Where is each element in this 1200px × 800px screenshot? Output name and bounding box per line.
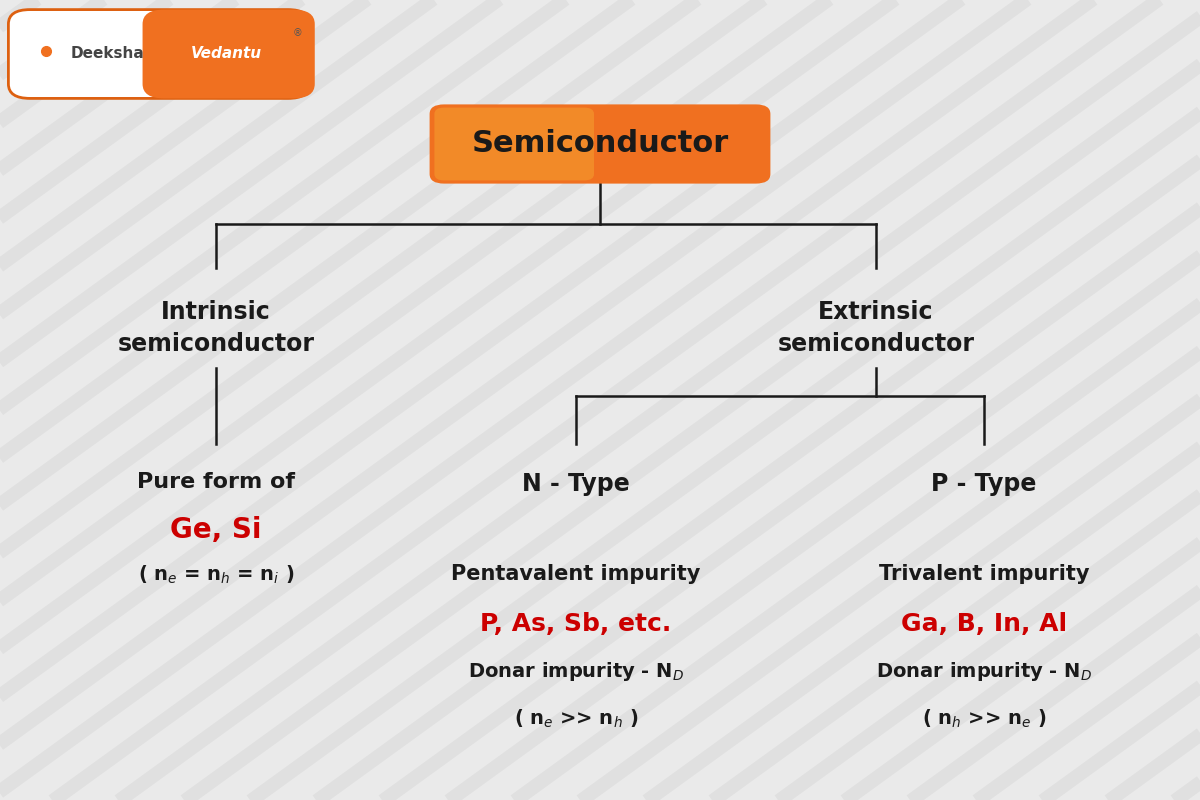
Text: Pentavalent impurity: Pentavalent impurity — [451, 564, 701, 584]
FancyBboxPatch shape — [143, 10, 314, 98]
Text: ( n$_e$ = n$_h$ = n$_i$ ): ( n$_e$ = n$_h$ = n$_i$ ) — [138, 564, 294, 586]
Text: Pure form of: Pure form of — [137, 472, 295, 492]
Text: Semiconductor: Semiconductor — [472, 130, 728, 158]
Text: Ga, B, In, Al: Ga, B, In, Al — [901, 612, 1067, 636]
Text: Deeksha: Deeksha — [71, 46, 144, 62]
Text: Donar impurity - N$_D$: Donar impurity - N$_D$ — [876, 660, 1092, 683]
Text: P, As, Sb, etc.: P, As, Sb, etc. — [480, 612, 672, 636]
FancyBboxPatch shape — [434, 108, 594, 180]
Text: ( n$_h$ >> n$_e$ ): ( n$_h$ >> n$_e$ ) — [922, 708, 1046, 730]
FancyBboxPatch shape — [8, 10, 310, 98]
Text: N - Type: N - Type — [522, 472, 630, 496]
Text: P - Type: P - Type — [931, 472, 1037, 496]
Text: ( n$_e$ >> n$_h$ ): ( n$_e$ >> n$_h$ ) — [514, 708, 638, 730]
FancyBboxPatch shape — [430, 105, 770, 184]
Text: Donar impurity - N$_D$: Donar impurity - N$_D$ — [468, 660, 684, 683]
Text: ®: ® — [293, 28, 302, 38]
Text: Extrinsic
semiconductor: Extrinsic semiconductor — [778, 300, 974, 355]
Text: Intrinsic
semiconductor: Intrinsic semiconductor — [118, 300, 314, 355]
Text: Trivalent impurity: Trivalent impurity — [878, 564, 1090, 584]
Text: Ge, Si: Ge, Si — [170, 516, 262, 544]
Text: Vedantu: Vedantu — [191, 46, 262, 62]
